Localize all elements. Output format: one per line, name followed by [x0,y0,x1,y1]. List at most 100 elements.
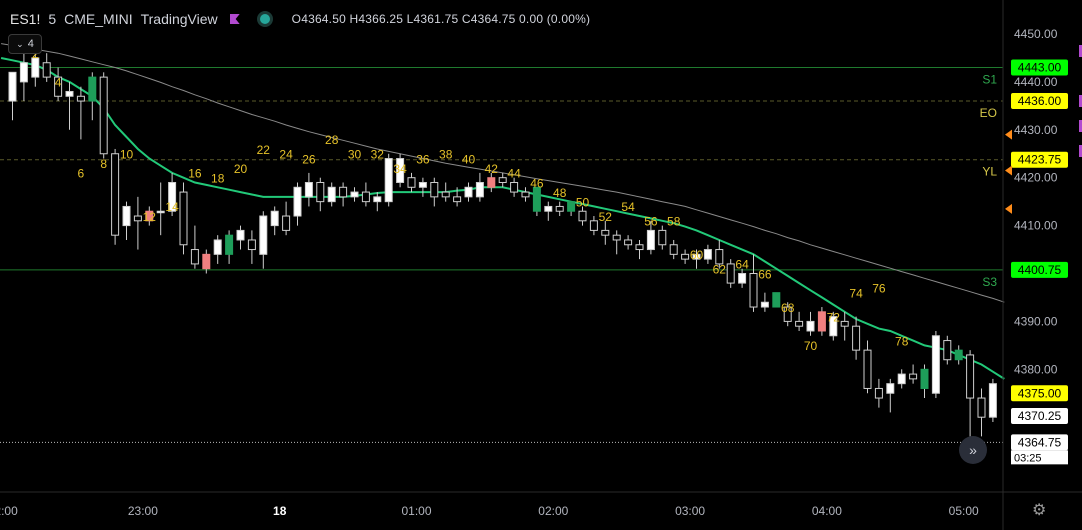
candle-body [316,181,325,203]
bar-count-label: 16 [188,167,202,181]
chart-legend: ES1! 5 CME_MINI TradingView O4364.50 H43… [0,0,1010,38]
bar-count-label: 50 [576,195,590,209]
time-tick-label: 02:00 [538,504,568,518]
candle-body [236,229,245,241]
candle-body [247,239,256,251]
price-tag [1011,261,1068,278]
candle-body [897,373,906,385]
time-axis[interactable]: 2:00 23:00 18 01:00 02:00 03:00 04:00 05:00 [0,491,1082,518]
candle-body [532,186,541,212]
candle-body [681,253,690,260]
candle-body [99,76,108,155]
candle-body [988,383,997,418]
candle-body [658,229,667,246]
candle-body [931,335,940,394]
candle-body [168,181,177,212]
candlesticks [8,48,997,437]
bar-count-label: 6 [78,167,85,181]
candle-body [852,325,861,351]
candle-body [749,273,758,308]
candle-body [909,373,918,380]
bar-count-label: 76 [872,282,886,296]
candle-body [601,229,610,236]
candle-body [407,177,416,188]
market-status-icon[interactable] [259,14,270,24]
candle-body [8,71,17,102]
price-tag [1011,408,1068,425]
candle-body [886,383,895,394]
candle-body [190,249,199,265]
candle-body [259,215,268,255]
candle-body [498,177,507,183]
candle-body [225,234,234,255]
bar-count-label: 78 [895,334,909,348]
bar-count-label: 24 [279,148,293,162]
price-tick-label: 4420.00 [1014,171,1058,185]
candle-body [943,340,952,361]
candle-body [373,196,382,203]
candle-body [475,181,484,198]
candle-body [920,368,929,389]
candle-body [145,210,154,222]
sidebar-alert-marker[interactable] [1079,95,1082,107]
bar-count-label: 66 [758,267,772,281]
bar-count-label: 72 [827,310,841,324]
ema-line [0,57,1005,380]
gear-icon[interactable]: ⚙ [1032,502,1047,519]
flag-icon[interactable] [229,14,240,24]
interval-label[interactable]: 5 [48,11,57,27]
double-chevron-right-icon: » [969,442,977,458]
price-tag-label: 4364.75 [1018,435,1062,449]
bar-count-label: 70 [804,339,818,353]
candle-body [202,253,211,270]
candle-body [806,320,815,332]
price-tag-label: 4400.75 [1018,263,1062,277]
candle-body [840,320,849,327]
sidebar-alert-marker[interactable] [1079,145,1082,157]
exchange-label: CME_MINI [64,11,133,27]
price-tag-label: 4370.25 [1018,409,1062,423]
candle-body [361,191,370,203]
candle-body [966,354,975,399]
bar-count-label: 62 [713,263,727,277]
bar-count-label: 74 [849,286,863,300]
bar-count-label: 60 [690,248,704,262]
level-lines: S1 EO YL S3 [0,67,1003,443]
candle-body [31,57,40,78]
candle-body [692,253,701,260]
candle-body [783,306,792,322]
candle-body [76,95,85,102]
alert-arrow-icon [1005,129,1012,140]
bar-count-label: 10 [120,148,134,162]
price-tick-label: 4410.00 [1014,219,1058,233]
sidebar-alert-marker[interactable] [1079,45,1082,57]
level-label: EO [980,106,997,120]
candle-body [304,181,313,198]
time-tick-label: 18 [273,504,287,518]
scroll-to-realtime-button[interactable]: » [959,436,987,464]
indicators-toggle-button[interactable]: ⌄ 4 [8,34,42,54]
candle-body [327,186,336,203]
candle-body [589,220,598,231]
countdown-label: 03:25 [1014,452,1042,464]
price-tag-label: 4375.00 [1018,386,1062,400]
candle-body [646,229,655,251]
price-tag-label: 4443.00 [1018,61,1062,75]
bar-count-label: 8 [100,157,107,171]
bar-count-label: 40 [462,152,476,166]
sidebar-alert-marker[interactable] [1079,120,1082,132]
bar-count-label: 34 [393,162,407,176]
symbol-label[interactable]: ES1! [10,11,41,27]
bar-count-label: 30 [348,148,362,162]
bar-count-label: 12 [143,210,157,224]
bar-count-label: 68 [781,301,795,315]
time-tick-label: 23:00 [128,504,158,518]
bar-count-label: 52 [599,210,613,224]
bar-count-label: 36 [416,152,430,166]
bar-count-label: 28 [325,133,339,147]
price-tag-label: 4423.75 [1018,153,1062,167]
candle-body [441,191,450,198]
bar-count-labels: 2468101214161820222426283032343638404244… [32,47,909,353]
price-axis[interactable]: 4450.00 4440.00 4430.00 4420.00 4410.00 4400.… [1002,0,1068,530]
